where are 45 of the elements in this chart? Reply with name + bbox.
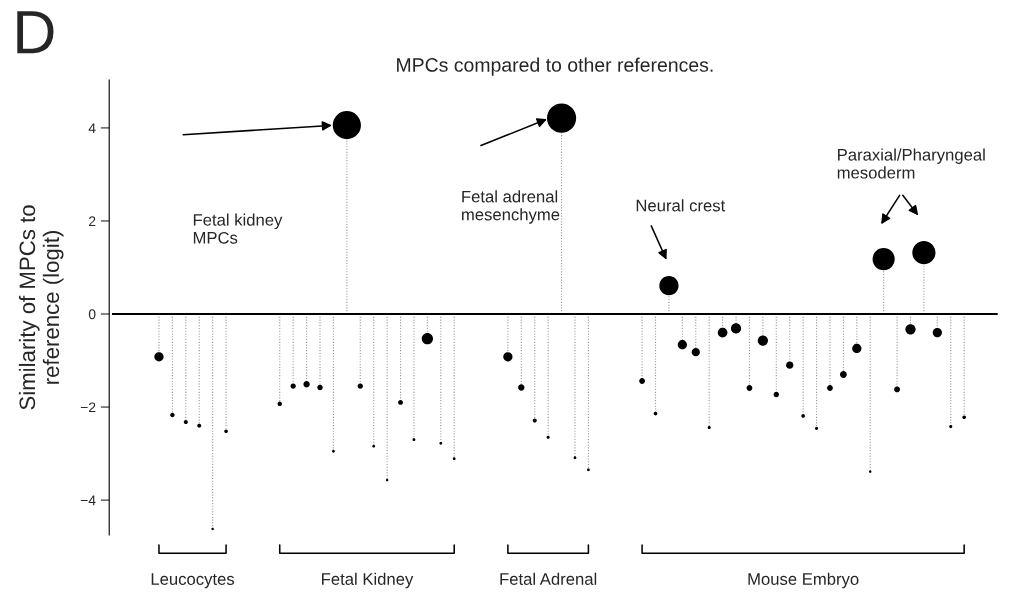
point xyxy=(398,399,403,405)
text: Fetal Adrenal xyxy=(500,572,597,585)
point xyxy=(170,412,175,418)
text: D xyxy=(17,11,54,54)
point xyxy=(412,438,416,442)
text: Mouse Embryo xyxy=(748,572,859,589)
point xyxy=(949,425,953,429)
point xyxy=(786,361,794,369)
point xyxy=(839,371,847,378)
point xyxy=(224,429,228,434)
y-tick-label: 0 xyxy=(88,309,96,320)
point xyxy=(586,468,590,472)
annotation: Paraxial/Pharyngeal mesoderm xyxy=(837,148,985,179)
point xyxy=(746,385,753,391)
point xyxy=(801,414,805,418)
annotation: Neural crest xyxy=(636,199,726,212)
point xyxy=(439,441,443,445)
point xyxy=(962,415,966,420)
point xyxy=(303,381,310,388)
chart-title: MPCs compared to other references. xyxy=(397,57,713,76)
point xyxy=(277,401,282,407)
point xyxy=(827,385,833,391)
point xyxy=(653,411,658,416)
point xyxy=(183,419,188,424)
annotation: Fetal adrenal mesenchyme xyxy=(462,190,560,224)
point xyxy=(197,423,202,428)
annotation: Fetal kidney MPCs xyxy=(193,213,283,244)
text: Fetal Kidney xyxy=(322,572,414,589)
y-tick-label: 4 xyxy=(88,123,96,133)
point xyxy=(357,383,363,389)
point xyxy=(372,444,376,448)
point xyxy=(452,457,456,461)
y-axis-title: Similarity of MPCs to reference (logit) xyxy=(18,205,64,410)
point xyxy=(773,391,779,398)
point xyxy=(290,383,296,389)
point xyxy=(814,426,819,431)
point xyxy=(894,386,900,393)
point xyxy=(518,384,525,391)
y-tick-label: 2 xyxy=(89,216,96,226)
y-tick-label: −4 xyxy=(80,495,96,506)
point xyxy=(639,378,646,384)
text: Leucocytes xyxy=(151,573,235,589)
y-tick-label: −2 xyxy=(80,402,96,413)
point xyxy=(573,456,577,460)
point xyxy=(317,384,323,391)
